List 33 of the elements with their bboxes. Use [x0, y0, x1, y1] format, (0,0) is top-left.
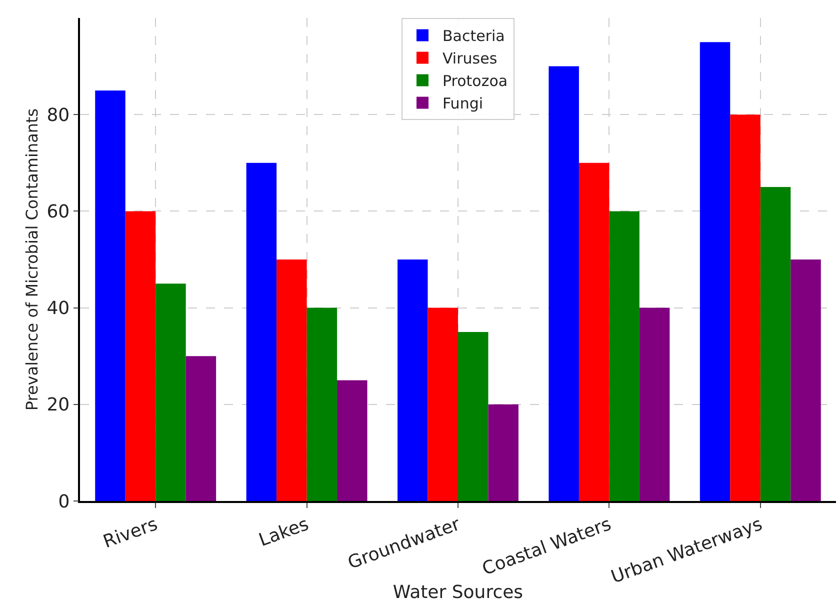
bar: [276, 260, 307, 501]
y-tick-label: 80: [46, 104, 70, 126]
bar: [760, 187, 791, 501]
bar: [578, 162, 610, 501]
y-tick-label: 60: [46, 202, 70, 222]
x-tick-label: Lakes: [256, 514, 312, 552]
bar: [156, 284, 186, 501]
y-tick-label: 0: [58, 491, 70, 512]
bar: [186, 356, 216, 501]
bar: [790, 260, 821, 501]
bar: [125, 211, 156, 501]
bar: [398, 260, 428, 501]
bar: [639, 308, 670, 501]
bar: [700, 42, 730, 501]
bar: [730, 114, 760, 501]
bar: [337, 380, 368, 501]
y-tick-label: 40: [46, 298, 70, 320]
bar: [428, 308, 458, 501]
legend-label: Protozoa: [442, 72, 508, 90]
legend-label: Fungi: [442, 94, 484, 113]
x-axis-title: Water Sources: [392, 582, 524, 603]
bar: [95, 90, 126, 501]
x-tick-label: Rivers: [100, 514, 160, 553]
y-tick-label: 20: [46, 394, 70, 416]
bar: [609, 211, 640, 501]
legend-label: Bacteria: [442, 27, 505, 46]
bar: [488, 404, 518, 501]
y-axis-title: Prevalence of Microbial Contaminants: [22, 108, 42, 411]
bar: [548, 66, 579, 501]
bar: [306, 308, 338, 501]
bar: [246, 162, 277, 501]
legend-label: Viruses: [442, 50, 498, 68]
bar: [458, 332, 488, 501]
